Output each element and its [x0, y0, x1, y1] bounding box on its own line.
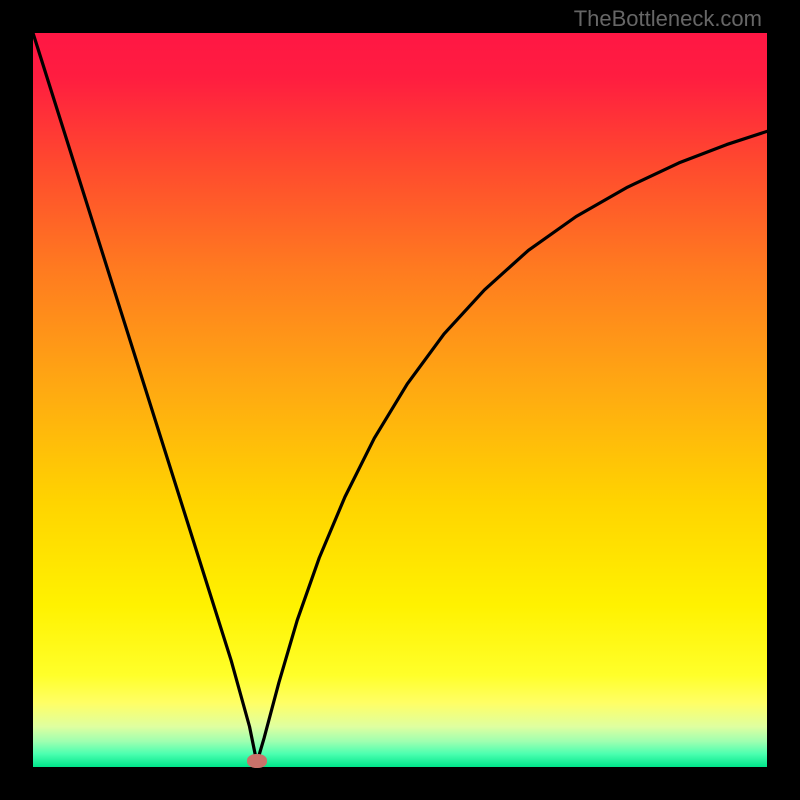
bottleneck-curve: [33, 33, 767, 767]
plot-area: [33, 33, 767, 767]
source-watermark: TheBottleneck.com: [574, 6, 762, 32]
curve-path: [33, 33, 767, 763]
chart-container: TheBottleneck.com: [0, 0, 800, 800]
minimum-marker: [247, 754, 267, 768]
